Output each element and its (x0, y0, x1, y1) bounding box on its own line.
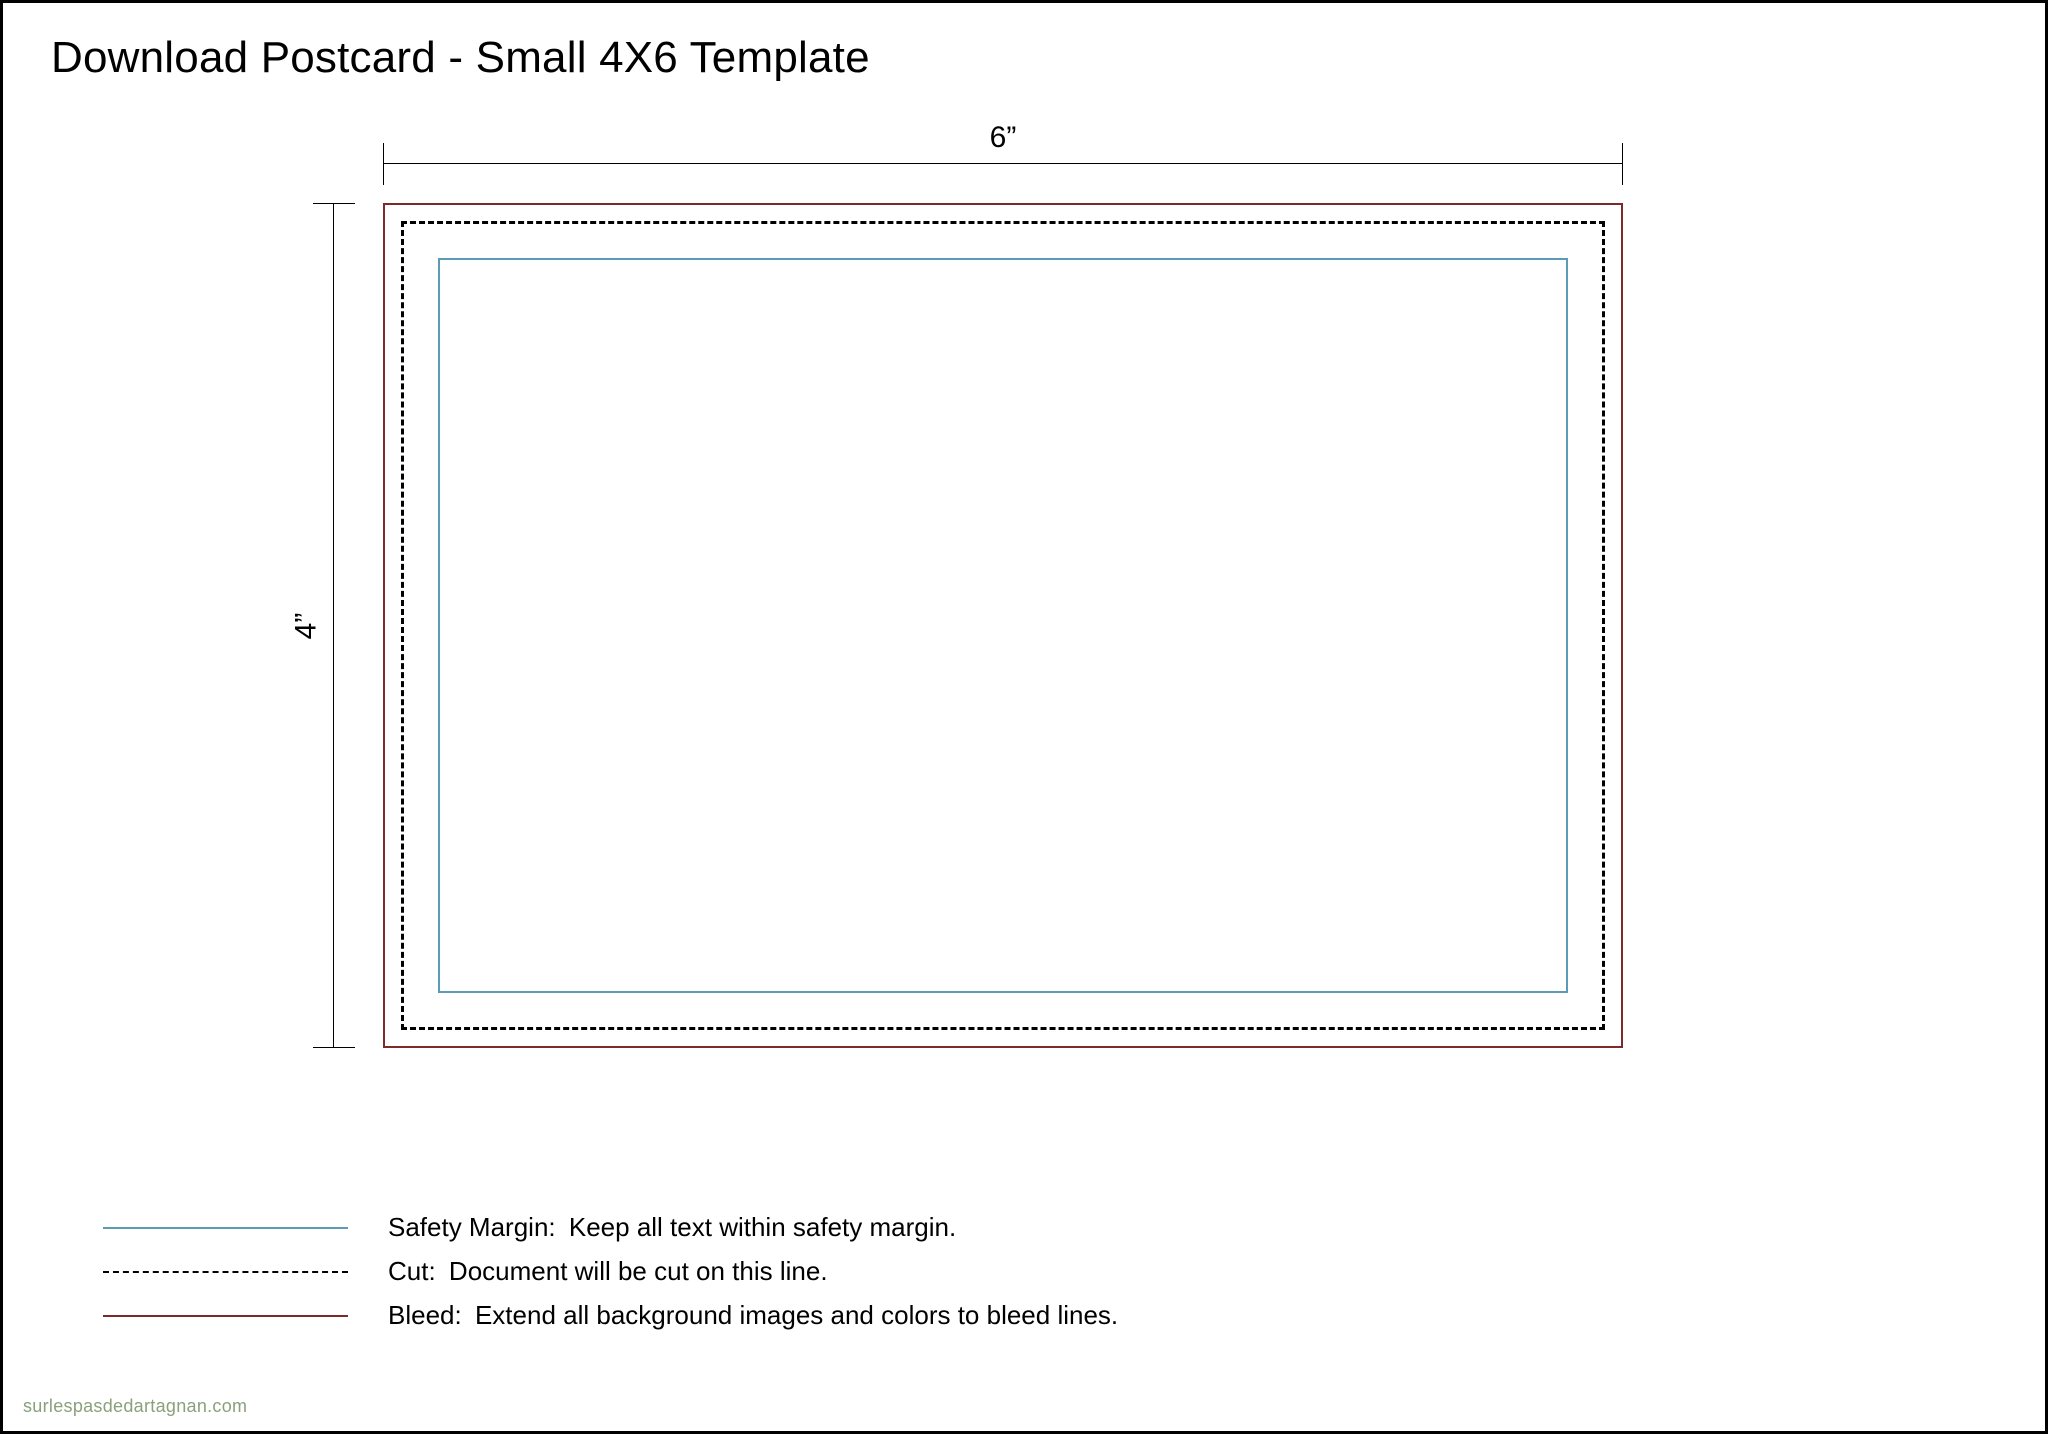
dimension-width-tick-right (1622, 143, 1623, 185)
dimension-height-tick-bottom (313, 1047, 355, 1048)
legend-desc: Extend all background images and colors … (475, 1300, 1118, 1330)
safety-box (438, 258, 1568, 993)
legend-text-cut: Cut: Document will be cut on this line. (388, 1257, 828, 1287)
dimension-width-tick-left (383, 143, 384, 185)
dimension-width-line (383, 163, 1623, 164)
legend-label: Safety Margin: (388, 1212, 556, 1242)
dimension-height-line (333, 203, 334, 1048)
legend-swatch-safety (103, 1227, 348, 1229)
legend-desc: Keep all text within safety margin. (569, 1212, 956, 1242)
dimension-height-label: 4” (289, 612, 323, 639)
legend-row-cut: Cut: Document will be cut on this line. (103, 1257, 1118, 1287)
legend-text-bleed: Bleed: Extend all background images and … (388, 1301, 1118, 1331)
page-title: Download Postcard - Small 4X6 Template (51, 33, 870, 83)
page-frame: Download Postcard - Small 4X6 Template 6… (0, 0, 2048, 1434)
legend-row-safety: Safety Margin: Keep all text within safe… (103, 1213, 1118, 1243)
legend-swatch-cut (103, 1271, 348, 1273)
legend: Safety Margin: Keep all text within safe… (103, 1213, 1118, 1345)
dimension-height: 4” (303, 203, 373, 1048)
legend-label: Bleed: (388, 1300, 462, 1330)
legend-row-bleed: Bleed: Extend all background images and … (103, 1301, 1118, 1331)
legend-text-safety: Safety Margin: Keep all text within safe… (388, 1213, 956, 1243)
dimension-width: 6” (383, 123, 1623, 193)
dimension-height-tick-top (313, 203, 355, 204)
watermark: surlespasdedartagnan.com (23, 1396, 247, 1417)
dimension-width-label: 6” (383, 121, 1623, 155)
legend-swatch-bleed (103, 1315, 348, 1317)
template-diagram (383, 203, 1623, 1048)
legend-label: Cut: (388, 1256, 436, 1286)
legend-desc: Document will be cut on this line. (449, 1256, 828, 1286)
